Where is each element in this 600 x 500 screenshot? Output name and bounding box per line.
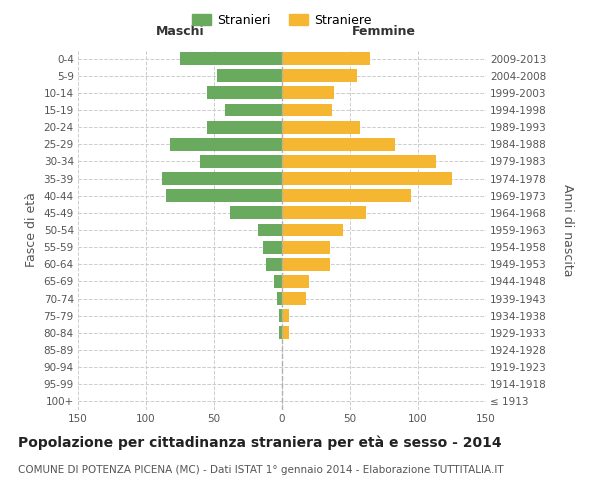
Bar xyxy=(282,86,334,100)
Text: Maschi: Maschi xyxy=(155,25,205,38)
Bar xyxy=(207,120,282,134)
Bar xyxy=(282,172,452,185)
Bar xyxy=(274,275,282,288)
Bar xyxy=(282,224,343,236)
Bar xyxy=(282,70,357,82)
Bar xyxy=(282,52,370,65)
Bar xyxy=(230,206,282,220)
Bar xyxy=(263,240,282,254)
Bar xyxy=(282,258,329,270)
Bar xyxy=(282,190,411,202)
Y-axis label: Fasce di età: Fasce di età xyxy=(25,192,38,268)
Bar xyxy=(163,172,282,185)
Bar xyxy=(277,292,282,305)
Bar xyxy=(282,292,307,305)
Bar xyxy=(200,155,282,168)
Bar xyxy=(166,190,282,202)
Text: Popolazione per cittadinanza straniera per età e sesso - 2014: Popolazione per cittadinanza straniera p… xyxy=(18,435,502,450)
Bar xyxy=(282,240,329,254)
Bar xyxy=(282,138,395,150)
Bar xyxy=(279,310,282,322)
Bar xyxy=(282,310,289,322)
Text: COMUNE DI POTENZA PICENA (MC) - Dati ISTAT 1° gennaio 2014 - Elaborazione TUTTIT: COMUNE DI POTENZA PICENA (MC) - Dati IST… xyxy=(18,465,503,475)
Bar xyxy=(282,206,367,220)
Bar xyxy=(282,104,332,117)
Bar xyxy=(170,138,282,150)
Bar xyxy=(282,155,436,168)
Bar xyxy=(257,224,282,236)
Y-axis label: Anni di nascita: Anni di nascita xyxy=(561,184,574,276)
Text: Femmine: Femmine xyxy=(352,25,416,38)
Bar xyxy=(282,120,359,134)
Bar xyxy=(217,70,282,82)
Bar xyxy=(225,104,282,117)
Bar xyxy=(279,326,282,340)
Legend: Stranieri, Straniere: Stranieri, Straniere xyxy=(187,8,377,32)
Bar xyxy=(282,275,309,288)
Bar xyxy=(282,326,289,340)
Bar xyxy=(207,86,282,100)
Bar xyxy=(180,52,282,65)
Bar xyxy=(266,258,282,270)
